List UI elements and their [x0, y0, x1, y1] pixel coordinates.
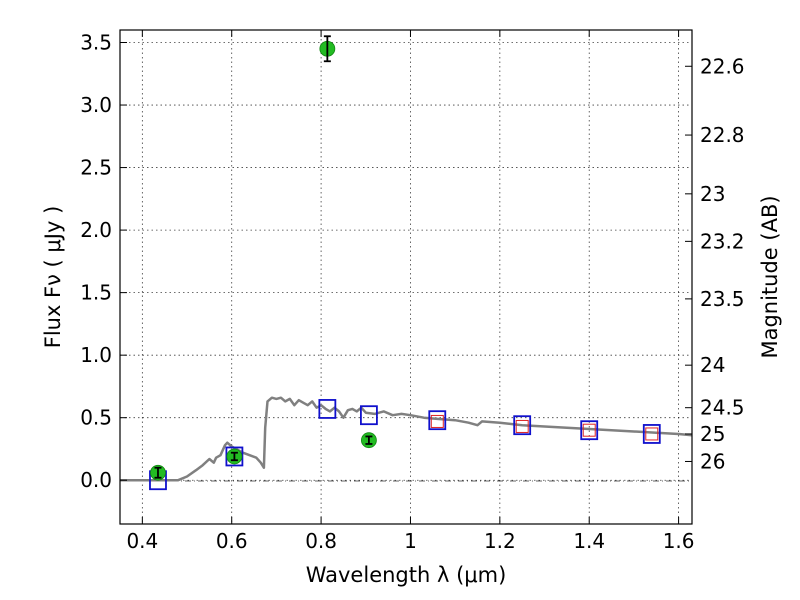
y-tick-label: 0.0 [80, 468, 112, 492]
y-tick-label: 0.5 [80, 406, 112, 430]
x-tick-label: 1.6 [663, 529, 695, 553]
model-square-marker [225, 446, 244, 467]
x-tick-label: 1 [404, 529, 417, 553]
measurement-square-marker [645, 427, 659, 441]
right-tick-label: 23 [700, 182, 725, 206]
right-tick-label: 22.6 [700, 54, 745, 78]
y-axis-label: Flux Fν ( μJy ) [41, 206, 65, 349]
x-axis-label: Wavelength λ (μm) [306, 563, 507, 587]
right-tick-label: 22.8 [700, 123, 745, 147]
model-square-marker [318, 399, 337, 419]
plot-frame [119, 29, 693, 525]
x-tick-label: 1.2 [484, 529, 516, 553]
y-tick-label: 3.5 [80, 31, 112, 55]
x-tick-label: 1.4 [573, 529, 605, 553]
measurement-square-marker [515, 419, 529, 433]
right-tick-label: 23.2 [700, 229, 745, 253]
right-tick-label: 24 [700, 353, 725, 377]
right-tick-label: 26 [700, 449, 725, 473]
y-tick-label: 3.0 [80, 93, 112, 117]
grid-lines [120, 30, 692, 524]
right-tick-label: 24.5 [700, 396, 745, 420]
right-tick-label: 25 [700, 422, 725, 446]
model-square-marker [360, 405, 378, 426]
model-square-marker [642, 424, 661, 444]
y-tick-label: 1.5 [80, 281, 112, 305]
y-tick-label: 2.0 [80, 218, 112, 242]
x-tick-label: 0.6 [216, 529, 248, 553]
x-tick-label: 0.4 [126, 529, 158, 553]
measurement-square-marker [430, 414, 444, 428]
x-tick-label: 0.8 [305, 529, 337, 553]
sed-model-line [120, 396, 693, 482]
model-square-marker [428, 410, 447, 431]
right-axis-label: Magnitude (AB) [758, 195, 782, 358]
y-tick-label: 1.0 [80, 343, 112, 367]
axis-ticks: 0.4 0.6 0.8 1 1.2 1.4 1.6 0.0 0.5 1.0 1.5 2.0 2.5 3.0… [80, 30, 745, 553]
measurement-square-marker [582, 423, 596, 437]
y-tick-label: 2.5 [80, 156, 112, 180]
model-square-marker [580, 420, 599, 441]
model-square-marker [513, 415, 532, 436]
series-layer [120, 35, 693, 491]
right-tick-label: 23.5 [700, 287, 745, 311]
